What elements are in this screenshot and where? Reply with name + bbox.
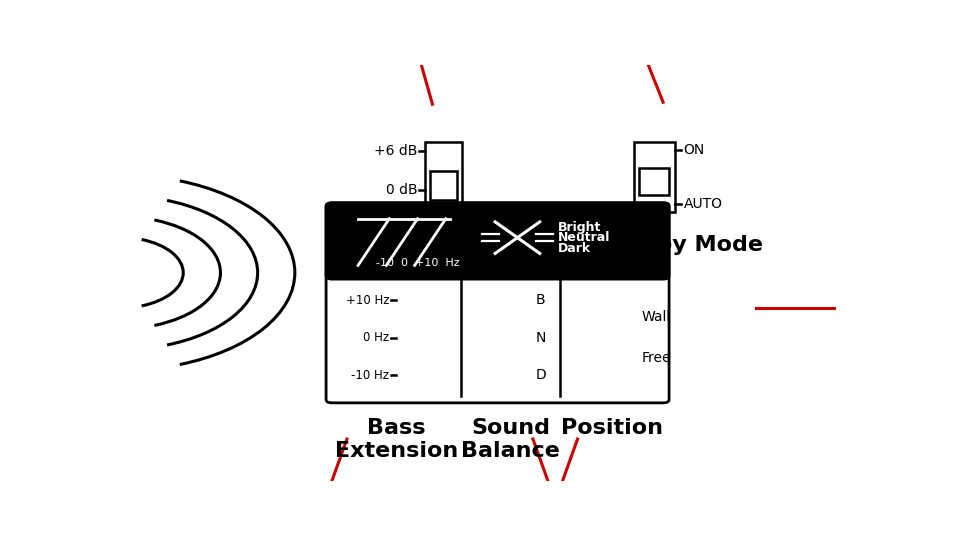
Bar	[591, 306, 633, 370]
Text: -6 dB: -6 dB	[381, 221, 418, 235]
Bar	[425, 141, 462, 238]
Bar	[333, 260, 661, 276]
Text: 0 dB: 0 dB	[386, 183, 418, 197]
Text: Sound
Balance: Sound Balance	[462, 418, 561, 461]
Text: N: N	[536, 330, 546, 345]
Text: Neutral: Neutral	[559, 231, 611, 244]
Text: +10 Hz: +10 Hz	[346, 294, 389, 307]
Text: D: D	[536, 368, 547, 382]
Bar	[597, 319, 626, 345]
Text: Position: Position	[561, 418, 662, 438]
Text: +6 dB: +6 dB	[374, 144, 418, 158]
Bar	[401, 328, 423, 355]
Text: B: B	[536, 293, 545, 307]
Bar	[498, 328, 523, 355]
Text: AUTO: AUTO	[684, 197, 723, 211]
Text: Bass
Extension: Bass Extension	[335, 418, 458, 461]
Text: Bright: Bright	[559, 221, 602, 234]
Text: Dark: Dark	[559, 241, 591, 254]
Bar	[639, 168, 669, 194]
FancyBboxPatch shape	[326, 203, 669, 279]
Bar	[430, 171, 457, 200]
Text: Free: Free	[641, 352, 671, 365]
Text: -10 Hz: -10 Hz	[351, 369, 389, 382]
FancyBboxPatch shape	[326, 203, 669, 403]
Text: -10  0  +10  Hz: -10 0 +10 Hz	[375, 258, 460, 268]
Text: Wall: Wall	[641, 310, 670, 324]
Bar	[493, 293, 529, 382]
Bar	[396, 293, 428, 382]
Text: 0 Hz: 0 Hz	[363, 331, 389, 344]
Text: Standby Mode: Standby Mode	[583, 235, 763, 255]
Bar	[634, 141, 675, 212]
Text: Sensitivity: Sensitivity	[373, 260, 507, 280]
Text: ON: ON	[684, 143, 705, 157]
